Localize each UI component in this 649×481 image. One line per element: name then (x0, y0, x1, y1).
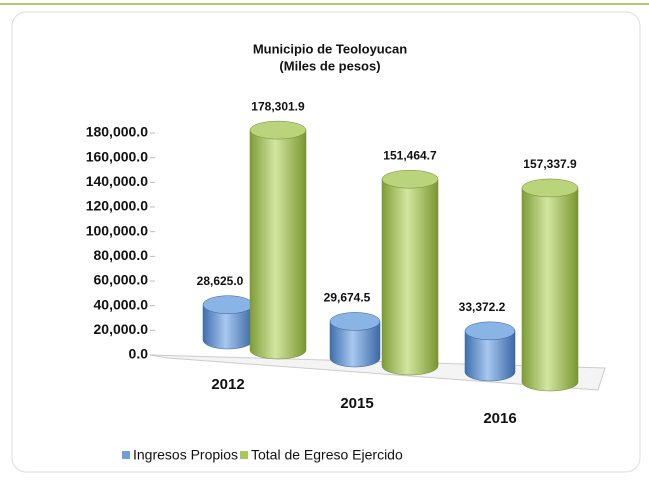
bar-top (329, 312, 381, 331)
y-tick-label: 40,000.0 (94, 296, 149, 312)
y-tick-label: 180,000.0 (86, 124, 148, 140)
y-tick-label: 60,000.0 (94, 272, 149, 288)
bar-top (521, 178, 579, 198)
legend-swatch (240, 451, 248, 459)
bar (521, 187, 579, 392)
bar (329, 321, 381, 368)
bar-top (464, 321, 516, 341)
legend-label: Ingresos Propios (133, 447, 238, 463)
data-label: 29,674.5 (324, 291, 371, 305)
bar-top (381, 169, 439, 189)
bar-top (202, 295, 254, 314)
y-tick-label: 100,000.0 (86, 222, 148, 238)
floor (149, 354, 606, 391)
bar-top (249, 120, 307, 140)
legend-label: Total de Egreso Ejercido (251, 447, 403, 463)
data-label: 151,464.7 (383, 148, 437, 162)
y-tick-label: 80,000.0 (94, 247, 149, 263)
bar (381, 178, 439, 376)
data-label: 28,625.0 (197, 274, 244, 288)
bar (249, 129, 307, 360)
chart-title: Municipio de Teoloyucan (253, 41, 407, 56)
y-tick-label: 0.0 (129, 346, 149, 362)
chart-subtitle: (Miles de pesos) (279, 58, 380, 73)
x-tick-label: 2012 (211, 376, 244, 393)
data-label: 157,337.9 (523, 157, 577, 171)
y-tick-label: 20,000.0 (94, 321, 149, 337)
y-tick-label: 140,000.0 (86, 173, 148, 189)
x-tick-label: 2015 (340, 395, 373, 412)
y-tick-label: 120,000.0 (86, 198, 148, 214)
y-tick-label: 160,000.0 (86, 148, 148, 164)
legend-swatch (122, 451, 130, 459)
data-label: 33,372.2 (459, 300, 506, 314)
bar (464, 330, 516, 382)
x-tick-label: 2016 (483, 410, 516, 427)
data-label: 178,301.9 (251, 99, 305, 113)
